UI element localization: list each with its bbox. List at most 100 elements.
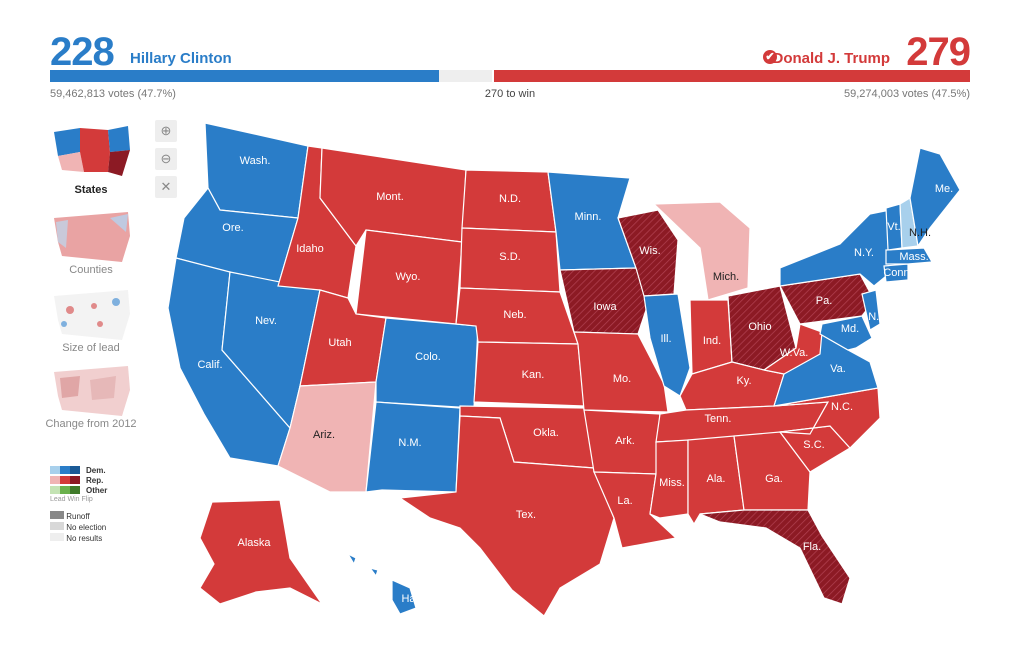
label-oh: Ohio <box>748 321 771 333</box>
label-md: Md. <box>841 323 859 335</box>
label-hi: Hawaii <box>401 593 434 605</box>
winner-check-icon: ✔ <box>763 50 777 64</box>
state-nj[interactable] <box>861 289 881 331</box>
label-ct: Conn. <box>883 267 912 279</box>
state-mo[interactable] <box>573 331 669 413</box>
win-threshold-marker <box>492 70 494 82</box>
state-ak[interactable] <box>199 499 323 605</box>
label-nc: N.C. <box>831 401 853 413</box>
dem-bar-fill <box>50 70 440 82</box>
label-al: Ala. <box>707 473 726 485</box>
view-states[interactable]: States <box>45 122 137 200</box>
state-fl[interactable] <box>699 509 851 605</box>
view-change-2012[interactable]: Change from 2012 <box>45 362 137 442</box>
legend-no-results: No results <box>66 534 103 543</box>
label-mi: Mich. <box>713 271 739 283</box>
label-vt: Vt. <box>887 221 900 233</box>
label-az: Ariz. <box>313 429 335 441</box>
state-ga[interactable] <box>733 431 811 511</box>
label-ut: Utah <box>328 337 351 349</box>
dem-electoral-votes: 228 <box>50 30 115 74</box>
view-label-size-of-lead: Size of lead <box>62 342 120 354</box>
state-mi[interactable] <box>652 201 751 301</box>
label-ar: Ark. <box>615 435 635 447</box>
rep-popular-votes: 59,274,003 votes (47.5%) <box>844 88 970 100</box>
label-in: Ind. <box>703 335 721 347</box>
label-sd: S.D. <box>499 251 520 263</box>
state-hi[interactable] <box>346 552 417 615</box>
reset-button[interactable]: ✕ <box>155 176 177 198</box>
electoral-bar <box>50 70 970 82</box>
label-tx: Tex. <box>516 509 536 521</box>
label-va: Va. <box>830 363 846 375</box>
label-nv: Nev. <box>255 315 277 327</box>
label-pa: Pa. <box>816 295 833 307</box>
view-label-counties: Counties <box>69 264 113 276</box>
label-ma: Mass. <box>899 251 928 263</box>
legend-no-election: No election <box>66 523 107 532</box>
state-md[interactable] <box>819 315 873 351</box>
state-nm[interactable] <box>365 401 461 493</box>
state-ma[interactable] <box>885 247 933 265</box>
label-wa: Wash. <box>240 155 271 167</box>
label-ia: Iowa <box>593 301 617 313</box>
label-nj: N.J. <box>868 311 888 323</box>
legend-rep: Rep. <box>86 476 104 485</box>
label-ca: Calif. <box>197 359 222 371</box>
label-ks: Kan. <box>522 369 545 381</box>
states-thumbnail <box>54 126 130 176</box>
label-ok: Okla. <box>533 427 559 439</box>
state-me[interactable] <box>909 147 961 248</box>
label-ga: Ga. <box>765 473 783 485</box>
view-size-of-lead[interactable]: Size of lead <box>45 286 137 356</box>
view-counties[interactable]: Counties <box>45 208 137 278</box>
view-label-states: States <box>74 184 108 196</box>
state-nc[interactable] <box>773 387 881 449</box>
zoom-in-icon: ⊕ <box>160 123 172 138</box>
state-tx[interactable] <box>398 415 615 617</box>
legend-runoff: Runoff <box>66 512 90 521</box>
rep-candidate-name: Donald J. Trump <box>772 50 890 67</box>
label-ne: Neb. <box>503 309 526 321</box>
map-legend: Dem. Rep. Other Lead Win Flip Runoff No … <box>50 466 108 544</box>
label-ms: Miss. <box>659 477 685 489</box>
label-tn: Tenn. <box>705 413 732 425</box>
dem-popular-votes: 59,462,813 votes (47.7%) <box>50 88 176 100</box>
dem-candidate-name: Hillary Clinton <box>130 50 232 67</box>
label-ky: Ky. <box>736 375 751 387</box>
label-wi: Wis. <box>639 245 660 257</box>
zoom-in-button[interactable]: ⊕ <box>155 120 177 142</box>
change-thumbnail <box>54 366 130 416</box>
label-ak: Alaska <box>237 537 271 549</box>
label-or: Ore. <box>222 222 243 234</box>
label-fl: Fla. <box>803 541 821 553</box>
label-sc: S.C. <box>803 439 824 451</box>
label-la: La. <box>617 495 632 507</box>
label-wv: W.Va. <box>780 347 809 359</box>
results-header: 228 Hillary Clinton ✔ Donald J. Trump 27… <box>50 30 971 110</box>
state-ny[interactable] <box>779 209 897 287</box>
state-ct[interactable] <box>883 263 909 283</box>
zoom-out-button[interactable]: ⊖ <box>155 148 177 170</box>
legend-dem: Dem. <box>86 466 106 475</box>
state-co[interactable] <box>375 317 479 409</box>
close-icon: ✕ <box>160 179 172 194</box>
label-mt: Mont. <box>376 191 404 203</box>
state-wa[interactable] <box>204 122 309 219</box>
label-co: Colo. <box>415 351 441 363</box>
view-label-change: Change from 2012 <box>45 418 137 430</box>
us-electoral-map: Wash. Ore. Calif. Nev. Idaho Mont. Wyo. … <box>167 122 961 617</box>
legend-sub: Lead Win Flip <box>50 496 93 503</box>
label-mo: Mo. <box>613 373 631 385</box>
label-nm: N.M. <box>398 437 421 449</box>
label-wy: Wyo. <box>396 271 421 283</box>
to-win-label: 270 to win <box>484 88 536 100</box>
label-nh: N.H. <box>909 227 931 239</box>
label-ny: N.Y. <box>854 247 874 259</box>
label-mn: Minn. <box>575 211 602 223</box>
legend-other: Other <box>86 486 108 495</box>
zoom-out-icon: ⊖ <box>160 151 172 166</box>
label-id: Idaho <box>296 243 324 255</box>
state-ia[interactable] <box>559 267 651 335</box>
counties-thumbnail <box>54 212 130 262</box>
